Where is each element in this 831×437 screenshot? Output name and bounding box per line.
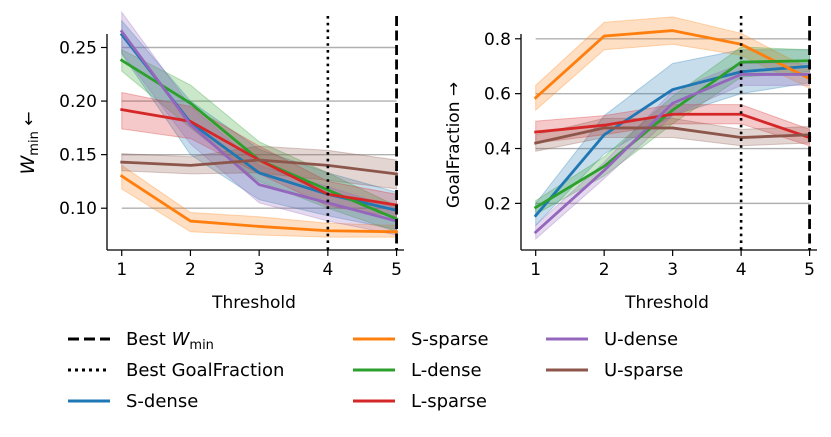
goalfraction-line-u-dense (533, 73, 811, 235)
goalfraction-best-markers (739, 16, 811, 250)
wmin-line-u-dense (119, 29, 399, 223)
legend-series: S-dense S-sparse L-dense L-sparse U-dense U-s… (68, 329, 683, 412)
wmin-series-lines (119, 29, 399, 234)
goalfraction-y-tick-label: 0.6 (484, 85, 511, 105)
goalfraction-axes (520, 34, 817, 251)
svg-text:Best Wmin: Best Wmin (126, 329, 214, 353)
legend-label-best-prefix: Best (126, 329, 172, 350)
wmin-y-label-symbol: W (17, 154, 39, 174)
wmin-x-tick-label: 1 (116, 260, 127, 280)
goalfraction-gridlines (535, 38, 810, 205)
wmin-y-label-subscript: min (27, 131, 42, 156)
goalfraction-line-s-dense (533, 64, 812, 218)
legend-label-u-dense: U-dense (604, 329, 678, 350)
legend-item-s-sparse: S-sparse (353, 329, 489, 350)
goalfraction-line-s-sparse (533, 29, 812, 100)
goalfraction-x-tick-label: 1 (530, 260, 541, 280)
wmin-y-label-arrow: ← (19, 112, 39, 126)
legend-label-u-sparse: U-sparse (604, 360, 683, 381)
wmin-band-s-dense (121, 19, 398, 231)
goalfraction-y-tick-label: 0.8 (484, 30, 511, 50)
wmin-line-u-sparse (120, 158, 399, 176)
wmin-band-u-sparse (121, 145, 398, 190)
goalfraction-y-label-text: GoalFraction (444, 102, 464, 209)
legend-item-best-wmin: Best Wmin (68, 329, 214, 353)
goalfraction-x-tick-label: 2 (599, 260, 610, 280)
legend-item-l-sparse: L-sparse (353, 391, 487, 412)
goalfraction-x-axis-label: Threshold (624, 293, 709, 313)
goalfraction-line-l-sparse (534, 112, 812, 140)
goalfraction-x-ticks: 1 2 3 4 5 (530, 250, 815, 280)
svg-text:Wmin ←: Wmin ← (17, 112, 42, 175)
legend-label-wmin-subscript: min (189, 338, 214, 353)
wmin-axes (106, 34, 404, 251)
goalfraction-line-u-sparse (534, 126, 812, 145)
goalfraction-x-tick-label: 5 (804, 260, 815, 280)
legend-label-s-dense: S-dense (126, 391, 198, 412)
svg-text:GoalFraction →: GoalFraction → (444, 82, 464, 208)
legend-label-l-dense: L-dense (411, 360, 482, 381)
goalfraction-chart: 0.2 0.4 0.6 0.8 1 2 3 4 5 Threshold GoalFractio… (444, 16, 817, 313)
goalfraction-band-s-sparse (535, 16, 811, 112)
wmin-x-tick-label: 3 (254, 260, 265, 280)
goalfraction-x-tick-label: 3 (667, 260, 678, 280)
legend-item-u-dense: U-dense (546, 329, 678, 350)
legend: Best Wmin Best GoalFraction S-dense S-spa… (68, 329, 683, 412)
wmin-best-markers (326, 16, 398, 250)
wmin-y-axis-label: Wmin ← (17, 112, 42, 175)
legend-item-s-dense: S-dense (68, 391, 198, 412)
wmin-y-ticks: 0.10 0.15 0.20 0.25 (59, 39, 107, 219)
legend-item-best-goalfraction: Best GoalFraction (68, 360, 284, 381)
wmin-chart: 0.10 0.15 0.20 0.25 1 2 3 4 5 Threshold Wmin ← (17, 10, 404, 313)
wmin-x-tick-label: 5 (391, 260, 402, 280)
wmin-y-tick-label: 0.10 (59, 199, 97, 219)
legend-label-best-goalfraction: Best GoalFraction (126, 360, 284, 381)
goalfraction-y-tick-label: 0.2 (484, 194, 511, 214)
goalfraction-line-l-dense (533, 59, 812, 210)
wmin-x-tick-label: 2 (185, 260, 196, 280)
wmin-y-tick-label: 0.20 (59, 92, 97, 112)
wmin-x-axis-label: Threshold (211, 293, 296, 313)
goalfraction-y-axis-label: GoalFraction → (444, 82, 464, 208)
legend-item-l-dense: L-dense (353, 360, 482, 381)
legend-label-l-sparse: L-sparse (411, 391, 487, 412)
legend-item-u-sparse: U-sparse (546, 360, 683, 381)
wmin-y-tick-label: 0.15 (59, 146, 97, 166)
goalfraction-y-tick-label: 0.4 (484, 140, 511, 160)
legend-label-wmin-symbol: W (172, 329, 191, 350)
legend-label-s-sparse: S-sparse (411, 329, 489, 350)
wmin-x-tick-label: 4 (322, 260, 333, 280)
wmin-line-s-sparse (119, 174, 398, 234)
goalfraction-series-lines (533, 29, 812, 235)
goalfraction-y-ticks: 0.2 0.4 0.6 0.8 (484, 30, 521, 214)
goalfraction-band-u-dense (535, 62, 811, 241)
goalfraction-y-label-arrow: → (444, 82, 464, 96)
goalfraction-x-tick-label: 4 (736, 260, 747, 280)
wmin-x-ticks: 1 2 3 4 5 (116, 250, 402, 280)
wmin-y-tick-label: 0.25 (59, 39, 97, 59)
